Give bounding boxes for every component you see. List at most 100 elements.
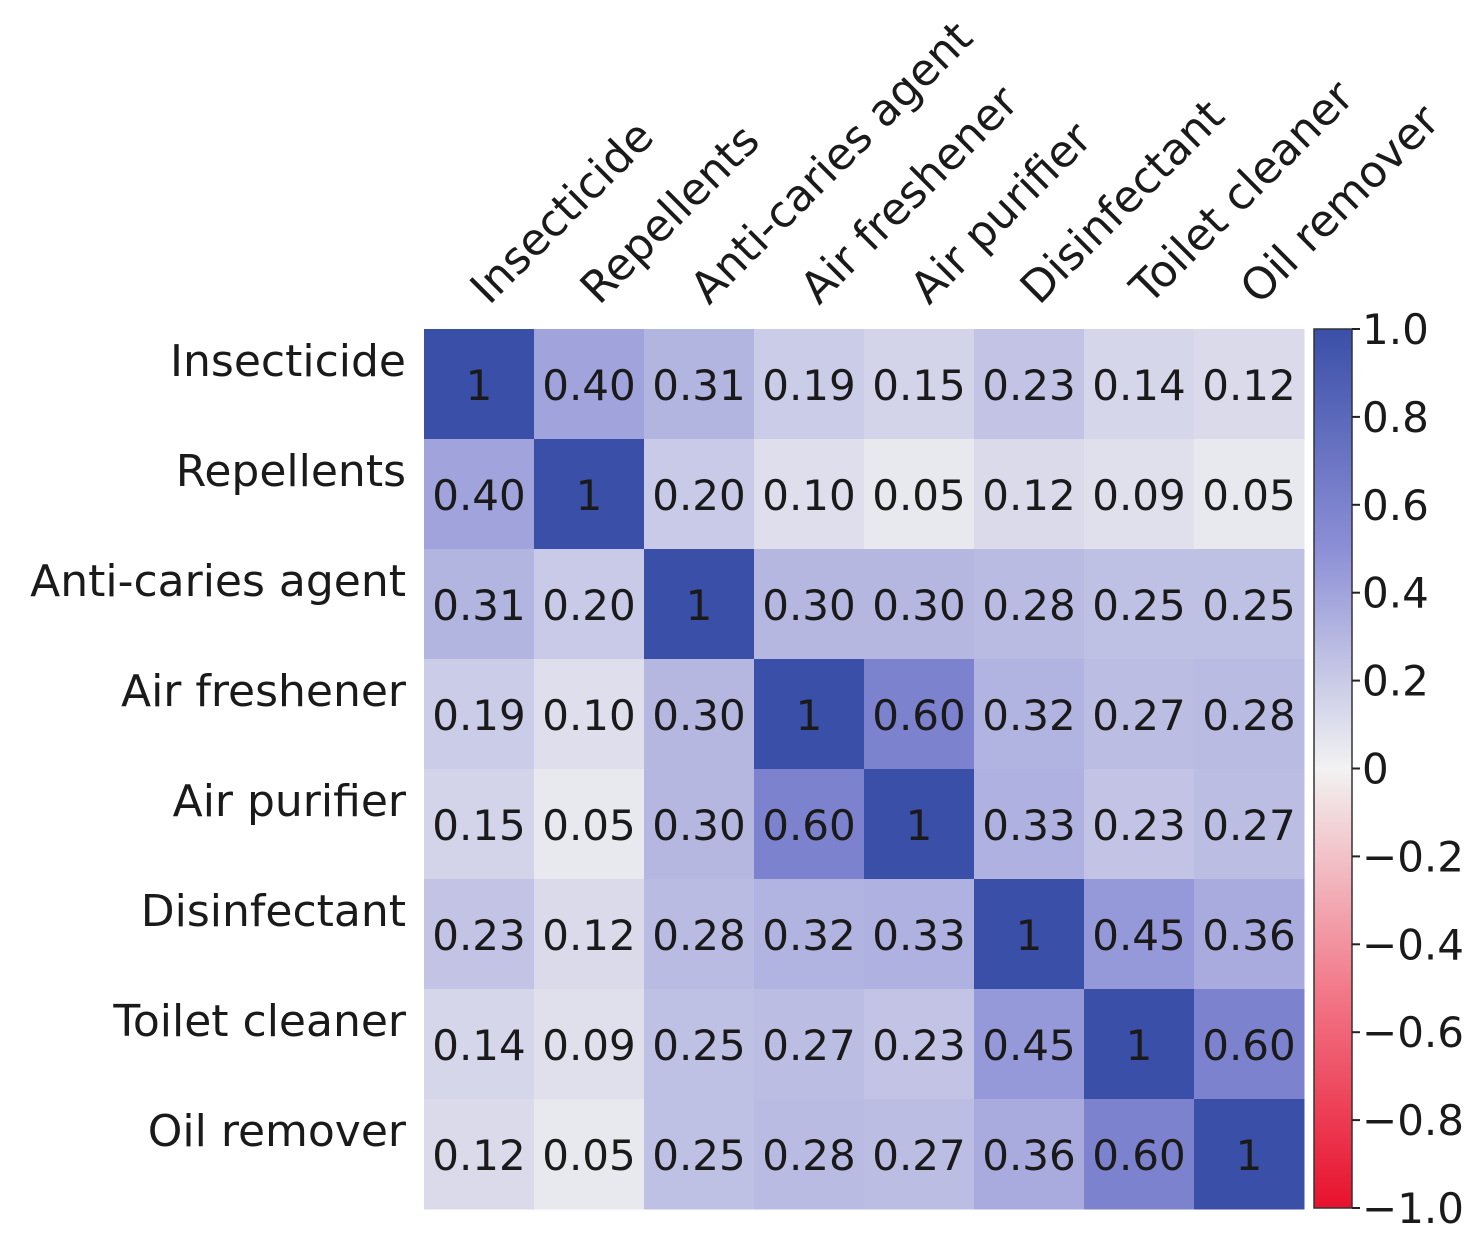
colorbar-tick-label: −1.0 — [1362, 1184, 1464, 1233]
heatmap-cell — [644, 1099, 755, 1210]
colorbar-tick-label: 0.4 — [1362, 569, 1429, 618]
heatmap-cell — [534, 329, 645, 440]
heatmap-cell-label: 0.12 — [1202, 361, 1296, 410]
heatmap-cell-label: 0.23 — [982, 361, 1076, 410]
colorbar-tick-label: 1.0 — [1362, 305, 1429, 354]
colorbar-tick-label: −0.2 — [1362, 832, 1464, 881]
heatmap-cell-label: 0.60 — [762, 801, 856, 850]
heatmap-cell-label: 1 — [796, 691, 823, 740]
heatmap-cell — [644, 329, 755, 440]
heatmap-cell — [1194, 549, 1305, 660]
heatmap-cell-label: 0.40 — [432, 471, 526, 520]
heatmap-cell — [1194, 329, 1305, 440]
heatmap-cell-label: 0.23 — [1092, 801, 1186, 850]
heatmap-cell-label: 0.28 — [1202, 691, 1296, 740]
heatmap-cell — [424, 659, 535, 770]
heatmap-cell-label: 0.09 — [1092, 471, 1186, 520]
heatmap-cell-label: 0.15 — [432, 801, 526, 850]
heatmap-cell-label: 0.14 — [432, 1021, 526, 1070]
heatmap-cell — [1084, 989, 1195, 1100]
heatmap-cell-label: 0.45 — [982, 1021, 1076, 1070]
heatmap-cell — [864, 439, 975, 550]
heatmap-cell-label: 1 — [1016, 911, 1043, 960]
heatmap-cell-label: 0.19 — [432, 691, 526, 740]
heatmap-cell — [1084, 1099, 1195, 1210]
heatmap-cell-label: 0.27 — [1202, 801, 1296, 850]
heatmap-cell — [424, 879, 535, 990]
heatmap-cell-label: 0.31 — [432, 581, 526, 630]
heatmap-cell-label: 1 — [1126, 1021, 1153, 1070]
heatmap-cell-label: 0.30 — [652, 801, 746, 850]
heatmap-cell-label: 0.05 — [872, 471, 966, 520]
colorbar-ticks: 1.0 0.8 0.6 0.4 0.2 0 −0.2 −0.4 −0.6 −0.8 −1.0 — [1352, 305, 1464, 1233]
y-tick-label: Repellents — [176, 446, 406, 497]
heatmap-cell-label: 1 — [906, 801, 933, 850]
heatmap-cell — [534, 769, 645, 880]
colorbar-tick-label: 0.6 — [1362, 481, 1429, 530]
heatmap-cell — [754, 989, 865, 1100]
heatmap-cell — [1084, 879, 1195, 990]
heatmap-cell — [644, 879, 755, 990]
y-tick-label: Air purifier — [173, 776, 407, 827]
colorbar-tick-label: −0.8 — [1362, 1096, 1464, 1145]
colorbar: 1.0 0.8 0.6 0.4 0.2 0 −0.2 −0.4 −0.6 −0.8 −1.0 — [1313, 305, 1464, 1233]
heatmap-cell — [534, 879, 645, 990]
heatmap-cell-label: 0.12 — [432, 1131, 526, 1180]
heatmap-cell — [644, 989, 755, 1100]
colorbar-gradient — [1313, 328, 1353, 1209]
heatmap-cell-label: 0.10 — [542, 691, 636, 740]
y-tick-label: Disinfectant — [141, 886, 406, 937]
heatmap-cell — [864, 549, 975, 660]
heatmap-cell — [1194, 439, 1305, 550]
heatmap-cell-label: 0.30 — [652, 691, 746, 740]
heatmap-cell — [974, 769, 1085, 880]
heatmap-cell — [974, 659, 1085, 770]
y-tick-label: Insecticide — [170, 336, 406, 387]
heatmap-cell-label: 0.25 — [1202, 581, 1296, 630]
heatmap-cell-label: 0.28 — [652, 911, 746, 960]
heatmap-cell — [1194, 769, 1305, 880]
heatmap-cell-label: 0.60 — [872, 691, 966, 740]
heatmap-cell — [1194, 989, 1305, 1100]
heatmap-cell — [974, 879, 1085, 990]
y-tick-label: Air freshener — [121, 666, 407, 717]
heatmap-cell — [974, 439, 1085, 550]
y-tick-labels: Insecticide Repellents Anti-caries agent Ai… — [30, 336, 407, 1157]
heatmap-cell-label: 0.14 — [1092, 361, 1186, 410]
heatmap-cell-label: 0.20 — [542, 581, 636, 630]
heatmap-cell — [424, 989, 535, 1100]
heatmap-cells — [424, 329, 1305, 1210]
heatmap-cell-label: 0.12 — [542, 911, 636, 960]
colorbar-tick-label: 0 — [1362, 745, 1389, 794]
heatmap-cell-label: 0.33 — [982, 801, 1076, 850]
heatmap-cell-label: 0.36 — [1202, 911, 1296, 960]
heatmap-cell — [754, 329, 865, 440]
heatmap-cell-label: 1 — [576, 471, 603, 520]
heatmap-cell — [1084, 659, 1195, 770]
heatmap-cell-label: 0.05 — [542, 1131, 636, 1180]
heatmap-cell — [1084, 769, 1195, 880]
heatmap-cell — [974, 329, 1085, 440]
heatmap-cell — [1084, 439, 1195, 550]
heatmap-cell-label: 1 — [1236, 1131, 1263, 1180]
heatmap-cell — [754, 439, 865, 550]
heatmap-cell-label: 0.30 — [762, 581, 856, 630]
heatmap-cell-label: 0.20 — [652, 471, 746, 520]
heatmap-cell — [974, 989, 1085, 1100]
heatmap-cell — [534, 989, 645, 1100]
heatmap-cell — [1084, 329, 1195, 440]
heatmap-cell-label: 1 — [466, 361, 493, 410]
heatmap-cell-label: 0.60 — [1092, 1131, 1186, 1180]
colorbar-tick-label: −0.6 — [1362, 1008, 1464, 1057]
heatmap-cell-label: 0.25 — [652, 1131, 746, 1180]
colorbar-tick-label: −0.4 — [1362, 920, 1464, 969]
heatmap-cell — [974, 1099, 1085, 1210]
heatmap-cell-label: 0.12 — [982, 471, 1076, 520]
heatmap-cell-label: 0.32 — [762, 911, 856, 960]
colorbar-tick-label: 0.8 — [1362, 393, 1429, 442]
heatmap-cell — [424, 329, 535, 440]
heatmap-cell-label: 0.05 — [1202, 471, 1296, 520]
heatmap-cell — [754, 1099, 865, 1210]
heatmap-cell — [864, 659, 975, 770]
